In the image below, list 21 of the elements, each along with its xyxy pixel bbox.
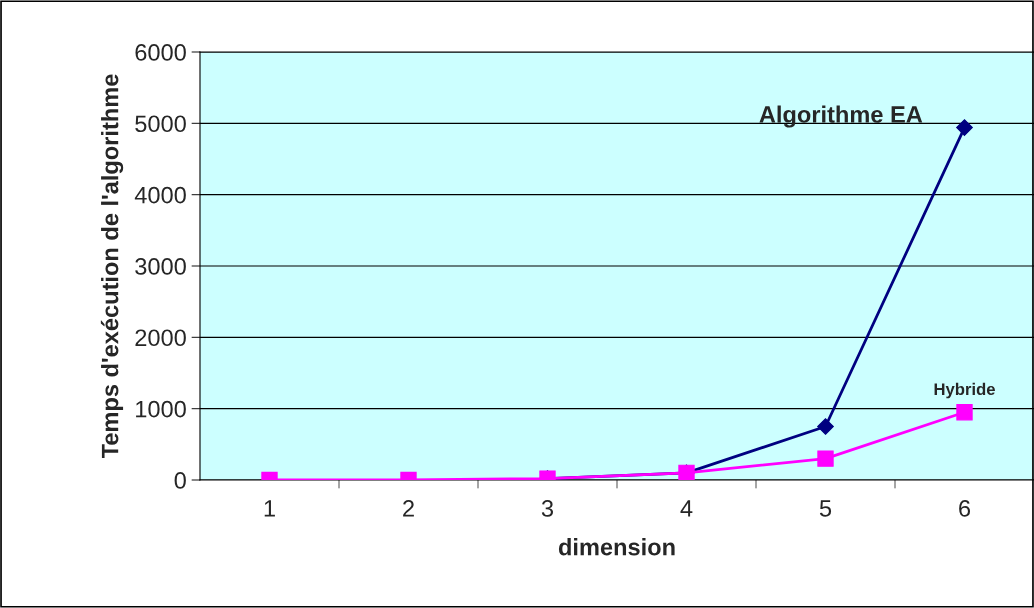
point [817, 418, 834, 435]
x-tick-label: 2 [403, 500, 414, 517]
x-axis-title: dimension [558, 538, 675, 556]
x-tick-label: 4 [680, 500, 693, 517]
point [956, 404, 973, 421]
x-tick-label: 1 [264, 500, 275, 517]
y-tick-label: 2000 [135, 329, 186, 347]
y-tick-label: 3000 [135, 258, 186, 275]
point [817, 450, 834, 467]
series-label: Algorithme EA [759, 105, 923, 128]
y-axis-title: Temps d'exécution de l'algorithme [100, 74, 124, 459]
y-tick-label: 5000 [135, 115, 186, 133]
x-tick-label: 5 [819, 500, 832, 517]
y-tick-label: 1000 [136, 400, 186, 418]
series-label: Hybride [934, 382, 995, 399]
point [956, 119, 973, 136]
y-tick-label: 4000 [134, 186, 186, 204]
y-tick-label: 6000 [135, 44, 186, 61]
x-tick-label: 6 [959, 500, 971, 517]
x-tick-label: 3 [541, 500, 554, 517]
y-tick-label: 0 [174, 472, 186, 489]
